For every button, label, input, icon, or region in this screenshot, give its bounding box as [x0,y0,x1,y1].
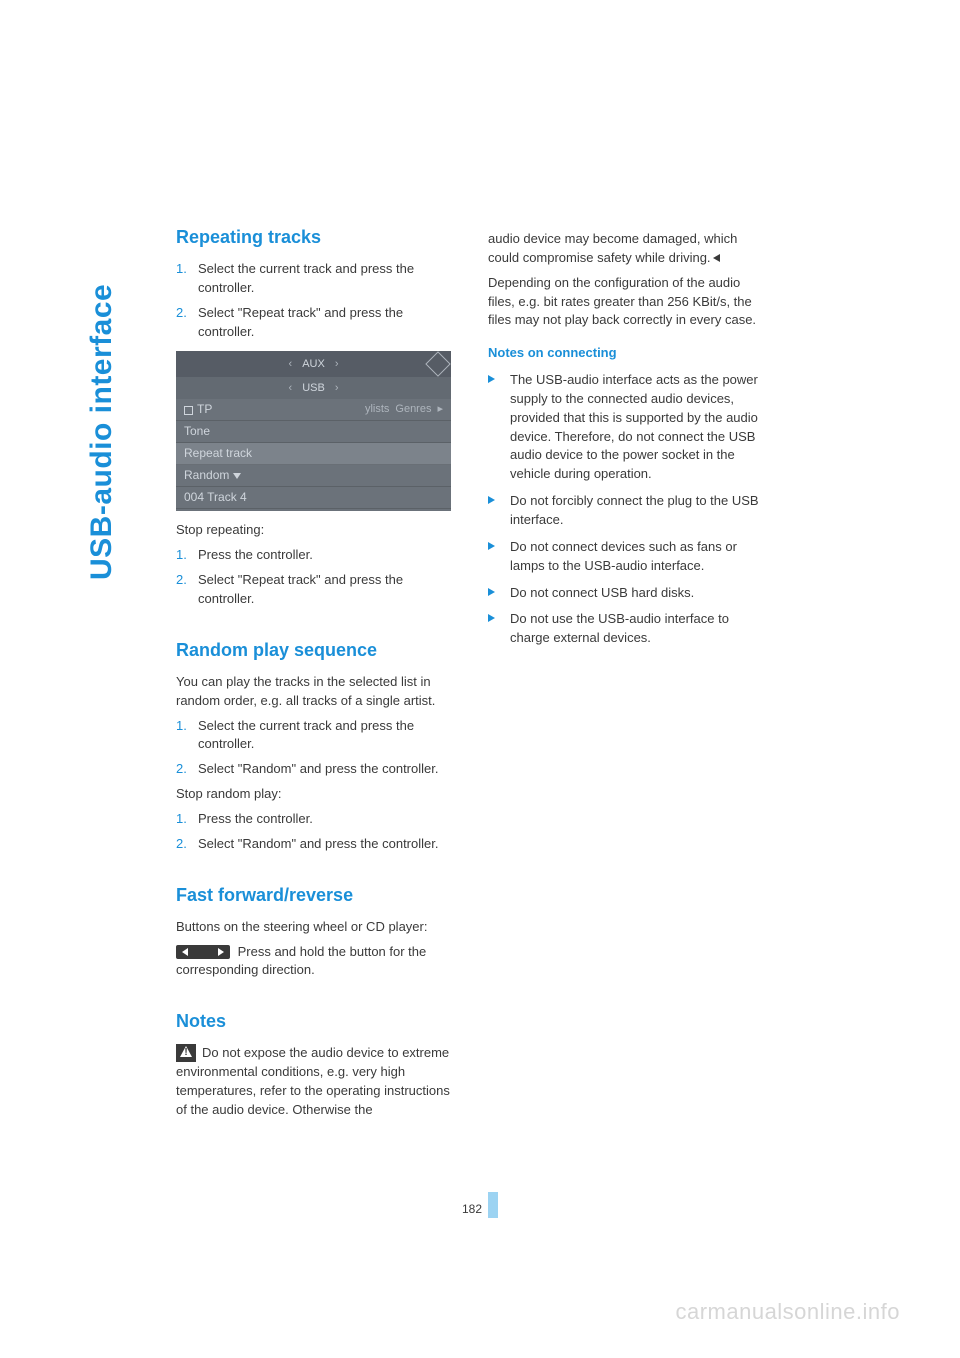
sub-source-label: USB [302,381,325,397]
step-number: 2. [176,571,187,590]
stop-repeat-steps-list: 1. Press the controller. 2. Select "Repeat… [176,546,456,609]
list-item: 1. Select the current track and press the… [176,717,456,755]
row-label: Tone [184,423,299,440]
checkbox-icon [184,406,193,415]
page-content: Repeating tracks 1. Select the current tr… [176,224,816,1126]
category-tabs: ylists Genres ▸ [299,402,451,418]
list-item: Do not forcibly connect the plug to the … [488,492,768,530]
random-intro: You can play the tracks in the selected … [176,673,456,711]
ff-intro: Buttons on the steering wheel or CD play… [176,918,456,937]
source-label: AUX [302,357,325,373]
chevron-right-icon: ▸ [437,402,443,418]
list-item: The USB-audio interface acts as the powe… [488,371,768,484]
item-text: Do not use the USB-audio interface to ch… [510,611,729,645]
screenshot-row: 004 Track 4 [176,487,451,509]
step-text: Select "Random" and press the controller… [198,836,438,851]
screenshot-row: Random [176,465,451,487]
item-text: Do not connect devices such as fans or l… [510,539,737,573]
config-paragraph: Depending on the configuration of the au… [488,274,768,331]
step-text: Press the controller. [198,811,313,826]
screenshot-row-active: Repeat track [176,443,451,465]
step-text: Select "Random" and press the controller… [198,761,438,776]
connecting-notes-list: The USB-audio interface acts as the powe… [488,371,768,648]
step-number: 1. [176,546,187,565]
list-item: 2. Select "Random" and press the controll… [176,835,456,854]
chevron-left-icon: ‹ [289,357,293,373]
list-item: 2. Select "Repeat track" and press the co… [176,571,456,609]
idrive-screenshot: ‹ AUX › ‹ USB › TP ylists Genres ▸ Tone … [176,351,451,511]
seek-button-icon [176,945,230,959]
stop-random-steps-list: 1. Press the controller. 2. Select "Random… [176,810,456,854]
row-label: TP [197,402,212,416]
row-label: 004 Track 4 [184,489,299,506]
step-text: Select the current track and press the c… [198,718,414,752]
tab-label: Genres [395,402,431,418]
list-item: 1. Select the current track and press the… [176,260,456,298]
left-column: Repeating tracks 1. Select the current tr… [176,224,456,1126]
bullet-icon [488,542,495,550]
right-column: audio device may become damaged, which c… [488,224,768,1126]
heading-fast-forward: Fast forward/reverse [176,882,456,908]
step-text: Select the current track and press the c… [198,261,414,295]
chevron-right-icon: › [335,381,339,397]
list-item: 2. Select "Repeat track" and press the co… [176,304,456,342]
bullet-icon [488,588,495,596]
step-number: 1. [176,717,187,736]
list-item: 2. Select "Random" and press the controll… [176,760,456,779]
step-number: 2. [176,835,187,854]
sidebar-section-label: USB-audio interface [80,284,124,580]
step-text: Select "Repeat track" and press the cont… [198,572,403,606]
step-text: Press the controller. [198,547,313,562]
warning-paragraph: Do not expose the audio device to extrem… [176,1044,456,1119]
ff-instruction: Press and hold the button for the corres… [176,943,456,981]
chevron-right-icon: › [335,357,339,373]
page-marker-bar [488,1192,498,1218]
step-number: 1. [176,260,187,279]
bullet-icon [488,614,495,622]
item-text: The USB-audio interface acts as the powe… [510,372,758,481]
bullet-icon [488,496,495,504]
heading-random-play: Random play sequence [176,637,456,663]
row-label: Random [184,468,229,482]
heading-repeating-tracks: Repeating tracks [176,224,456,250]
list-item: Do not connect USB hard disks. [488,584,768,603]
repeat-steps-list: 1. Select the current track and press the… [176,260,456,341]
step-text: Select "Repeat track" and press the cont… [198,305,403,339]
list-item: Do not connect devices such as fans or l… [488,538,768,576]
stop-random-intro: Stop random play: [176,785,456,804]
item-text: Do not forcibly connect the plug to the … [510,493,759,527]
screenshot-row: Tone [176,421,451,443]
item-text: Do not connect USB hard disks. [510,585,694,600]
heading-notes-connecting: Notes on connecting [488,344,768,363]
random-steps-list: 1. Select the current track and press the… [176,717,456,780]
warning-continuation: audio device may become damaged, which c… [488,230,768,268]
page-number: 182 [462,1201,482,1218]
step-number: 2. [176,304,187,323]
chevron-left-icon: ‹ [289,381,293,397]
list-item: Do not use the USB-audio interface to ch… [488,610,768,648]
warning-text: Do not expose the audio device to extrem… [176,1045,450,1117]
step-number: 1. [176,810,187,829]
screenshot-top-bar: ‹ AUX › [176,351,451,377]
bullet-icon [488,375,495,383]
chevron-down-icon [233,473,241,479]
tab-label: ylists [365,402,389,418]
list-item: 1. Press the controller. [176,810,456,829]
stop-repeat-intro: Stop repeating: [176,521,456,540]
warning-icon [176,1044,196,1062]
watermark: carmanualsonline.info [675,1296,900,1328]
heading-notes: Notes [176,1008,456,1034]
screenshot-row: TP ylists Genres ▸ [176,399,451,421]
screenshot-sub-bar: ‹ USB › [176,377,451,399]
list-item: 1. Press the controller. [176,546,456,565]
row-label: Repeat track [184,445,299,462]
step-number: 2. [176,760,187,779]
page-number-block: 182 [0,1192,960,1218]
